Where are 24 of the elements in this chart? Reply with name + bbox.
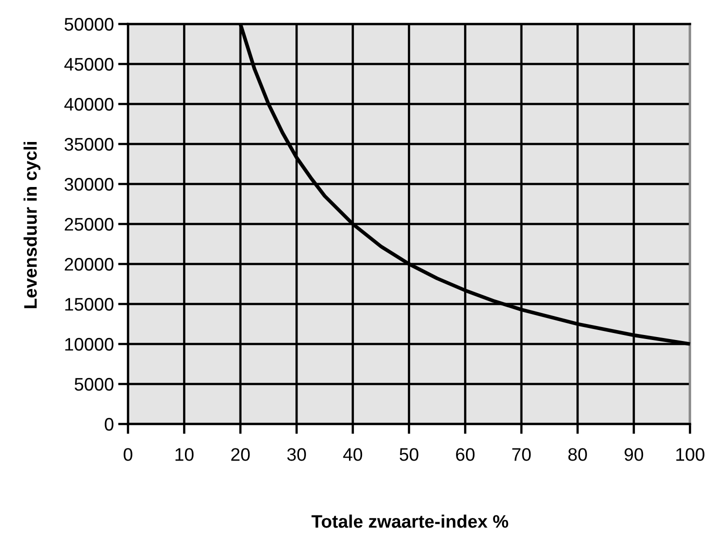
x-tick-label: 90 bbox=[624, 448, 644, 461]
y-tick-label: 45000 bbox=[64, 58, 114, 71]
y-tick-label: 30000 bbox=[64, 178, 114, 191]
y-tick-label: 5000 bbox=[74, 378, 114, 391]
y-tick-label: 50000 bbox=[64, 18, 114, 31]
x-tick-label: 60 bbox=[456, 448, 475, 461]
x-tick-label: 70 bbox=[512, 448, 531, 461]
x-tick-label: 30 bbox=[287, 448, 306, 461]
y-tick-label: 20000 bbox=[64, 258, 114, 271]
x-axis-title: Totale zwaarte-index % bbox=[312, 514, 508, 528]
x-tick-label: 80 bbox=[568, 448, 587, 461]
x-tick-label: 100 bbox=[676, 448, 704, 461]
y-tick-label: 10000 bbox=[65, 338, 114, 351]
y-tick-label: 15000 bbox=[65, 298, 114, 311]
y-tick-label: 0 bbox=[104, 418, 114, 431]
x-tick-label: 40 bbox=[343, 448, 362, 461]
x-tick-label: 0 bbox=[124, 448, 132, 461]
x-tick-label: 50 bbox=[400, 448, 418, 461]
y-tick-label: 40000 bbox=[64, 98, 114, 111]
x-tick-label: 20 bbox=[231, 448, 250, 461]
x-tick-label: 10 bbox=[176, 448, 194, 461]
y-axis-title: Levensduur in cycli bbox=[24, 142, 40, 308]
y-tick-label: 35000 bbox=[64, 138, 114, 151]
y-tick-label: 25000 bbox=[64, 218, 114, 231]
